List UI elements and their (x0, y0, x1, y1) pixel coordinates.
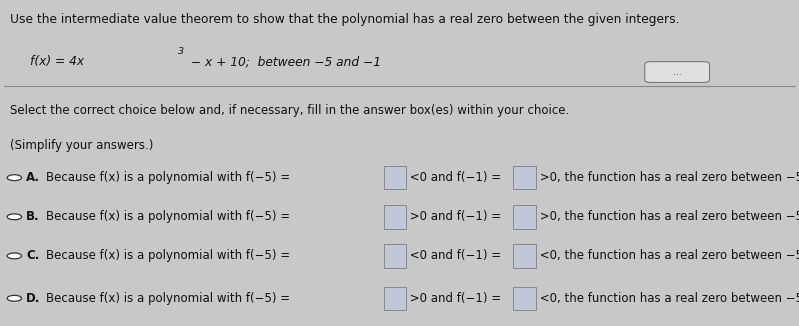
Text: <0 and f(−1) =: <0 and f(−1) = (406, 249, 505, 262)
FancyBboxPatch shape (645, 62, 710, 82)
Text: Because f(x) is a polynomial with f(−5) =: Because f(x) is a polynomial with f(−5) … (46, 210, 294, 223)
Circle shape (7, 295, 22, 301)
Text: <0, the function has a real zero between −5 and −1.: <0, the function has a real zero between… (536, 292, 799, 305)
Text: Select the correct choice below and, if necessary, fill in the answer box(es) wi: Select the correct choice below and, if … (10, 104, 569, 117)
Text: f(x) = 4x: f(x) = 4x (30, 55, 85, 68)
Text: ...: ... (673, 67, 682, 77)
FancyBboxPatch shape (384, 287, 406, 310)
Circle shape (7, 214, 22, 220)
Text: Because f(x) is a polynomial with f(−5) =: Because f(x) is a polynomial with f(−5) … (46, 249, 294, 262)
Circle shape (7, 253, 22, 259)
FancyBboxPatch shape (384, 244, 406, 268)
Text: 3: 3 (177, 47, 184, 56)
Text: Because f(x) is a polynomial with f(−5) =: Because f(x) is a polynomial with f(−5) … (46, 171, 294, 184)
Text: >0 and f(−1) =: >0 and f(−1) = (406, 210, 505, 223)
FancyBboxPatch shape (384, 166, 406, 189)
FancyBboxPatch shape (514, 166, 536, 189)
Circle shape (7, 175, 22, 181)
Text: B.: B. (26, 210, 40, 223)
FancyBboxPatch shape (384, 205, 406, 229)
Text: >0, the function has a real zero between −5 and −1.: >0, the function has a real zero between… (536, 171, 799, 184)
FancyBboxPatch shape (514, 244, 536, 268)
Text: − x + 10;  between −5 and −1: − x + 10; between −5 and −1 (187, 55, 381, 68)
FancyBboxPatch shape (514, 205, 536, 229)
Text: >0 and f(−1) =: >0 and f(−1) = (406, 292, 505, 305)
Text: >0, the function has a real zero between −5 and −1.: >0, the function has a real zero between… (536, 210, 799, 223)
Text: <0, the function has a real zero between −5 and −1.: <0, the function has a real zero between… (536, 249, 799, 262)
Text: D.: D. (26, 292, 41, 305)
Text: A.: A. (26, 171, 41, 184)
Text: (Simplify your answers.): (Simplify your answers.) (10, 139, 153, 152)
FancyBboxPatch shape (514, 287, 536, 310)
Text: Use the intermediate value theorem to show that the polynomial has a real zero b: Use the intermediate value theorem to sh… (10, 13, 679, 26)
Text: C.: C. (26, 249, 40, 262)
Text: Because f(x) is a polynomial with f(−5) =: Because f(x) is a polynomial with f(−5) … (46, 292, 294, 305)
Text: <0 and f(−1) =: <0 and f(−1) = (406, 171, 505, 184)
